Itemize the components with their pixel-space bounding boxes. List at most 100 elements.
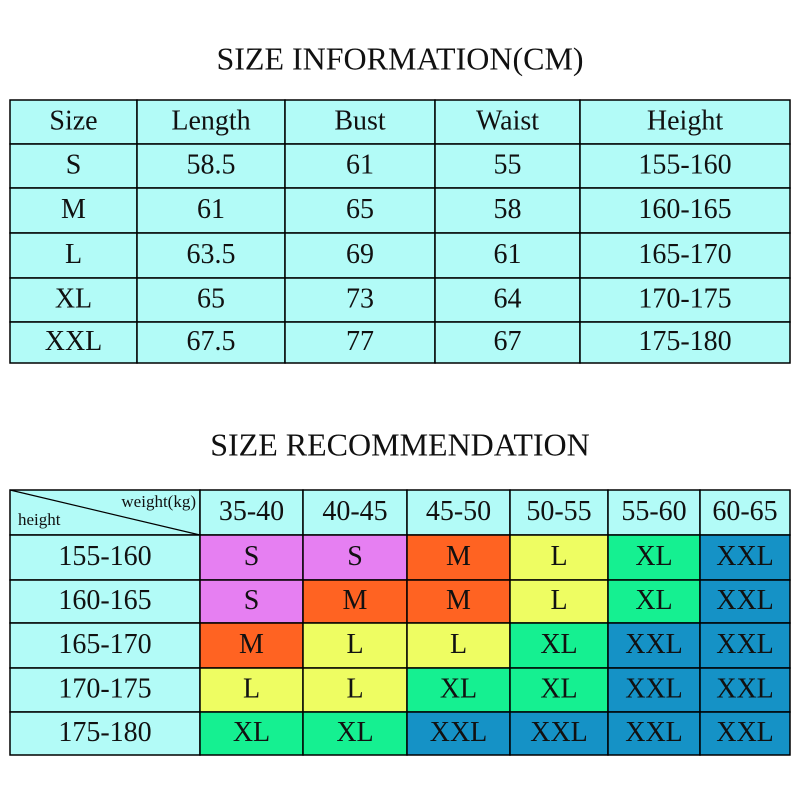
cell-text: XL	[635, 541, 672, 572]
cell-text: 35-40	[219, 496, 284, 527]
cell-text: 69	[346, 239, 374, 270]
table-cell	[434, 277, 581, 323]
table-cell	[699, 622, 791, 669]
table-cell	[199, 667, 304, 713]
cell-text: M	[239, 629, 264, 660]
cell-text: XL	[55, 283, 92, 314]
table-cell	[136, 99, 286, 145]
table-cell	[607, 711, 701, 756]
cell-text: 165-170	[638, 239, 731, 270]
cell-text: 65	[346, 194, 374, 225]
cell-text: 155-160	[58, 541, 151, 572]
cell-text: 165-170	[58, 629, 151, 660]
cell-text: 64	[494, 283, 522, 314]
cell-text: Length	[171, 105, 250, 136]
table-cell	[699, 579, 791, 624]
cell-text: XXL	[45, 326, 103, 357]
table-cell	[9, 579, 201, 624]
table-cell	[509, 711, 609, 756]
cell-text: 55	[494, 149, 522, 180]
cell-text: 67.5	[187, 326, 236, 357]
cell-text: Bust	[334, 105, 386, 136]
cell-text: Size	[49, 105, 97, 136]
cell-text: 60-65	[712, 496, 777, 527]
table-cell	[9, 321, 138, 364]
cell-text: 65	[197, 283, 225, 314]
table-cell	[9, 232, 138, 279]
cell-text: M	[343, 585, 368, 616]
cell-text: XL	[233, 717, 270, 748]
corner-label: height	[18, 510, 61, 529]
cell-text: Height	[647, 105, 723, 136]
cell-text: XXL	[716, 541, 774, 572]
table-cell	[699, 489, 791, 536]
cell-text: 45-50	[426, 496, 491, 527]
table-cell	[406, 534, 511, 581]
table-cell	[579, 321, 791, 364]
table-cell	[199, 711, 304, 756]
table-cell	[579, 143, 791, 189]
cell-text: L	[346, 629, 363, 660]
cell-text: M	[61, 194, 86, 225]
cell-text: 175-180	[58, 717, 151, 748]
table-cell	[284, 187, 436, 234]
cell-text: 160-165	[58, 585, 151, 616]
cell-text: 160-165	[638, 194, 731, 225]
table-cell	[302, 667, 408, 713]
cell-text: S	[244, 541, 260, 572]
table-cell	[9, 99, 138, 145]
table-cell	[434, 232, 581, 279]
cell-text: 170-175	[638, 283, 731, 314]
cell-text: 170-175	[58, 673, 151, 704]
table-cell	[302, 711, 408, 756]
table-cell	[699, 534, 791, 581]
table-cell	[406, 711, 511, 756]
corner-label: weight(kg)	[121, 492, 196, 511]
table-cell	[9, 711, 201, 756]
cell-text: Waist	[476, 105, 539, 136]
cell-text: 55-60	[621, 496, 686, 527]
table-cell	[607, 622, 701, 669]
table-cell	[406, 489, 511, 536]
cell-text: XXL	[716, 717, 774, 748]
table-cell	[9, 277, 138, 323]
corner-diagonal	[9, 489, 201, 536]
cell-text: L	[65, 239, 82, 270]
cell-text: 61	[494, 239, 522, 270]
cell-text: XL	[440, 673, 477, 704]
table-cell	[579, 277, 791, 323]
cell-text: XXL	[530, 717, 588, 748]
cell-text: XXL	[716, 673, 774, 704]
cell-text: L	[243, 673, 260, 704]
table-cell	[284, 143, 436, 189]
cell-text: XXL	[716, 629, 774, 660]
cell-text: 63.5	[187, 239, 236, 270]
cell-text: 58.5	[187, 149, 236, 180]
cell-text: S	[347, 541, 363, 572]
cell-text: XXL	[625, 673, 683, 704]
cell-text: 61	[197, 194, 225, 225]
cell-text: 50-55	[526, 496, 591, 527]
table-cell	[434, 321, 581, 364]
table-cell	[284, 99, 436, 145]
table-cell	[699, 667, 791, 713]
cell-text: S	[244, 585, 260, 616]
cell-text: 73	[346, 283, 374, 314]
cell-text: XXL	[430, 717, 488, 748]
cell-text: 61	[346, 149, 374, 180]
cell-text: L	[346, 673, 363, 704]
table-cell	[509, 489, 609, 536]
table-cell	[579, 187, 791, 234]
cell-text: 40-45	[322, 496, 387, 527]
table-cell	[284, 277, 436, 323]
table-cell	[302, 534, 408, 581]
table-cell	[302, 622, 408, 669]
table-cell	[136, 232, 286, 279]
cell-text: XL	[540, 673, 577, 704]
cell-text: 67	[494, 326, 522, 357]
table-title: SIZE INFORMATION(CM)	[216, 40, 583, 76]
cell-text: L	[550, 585, 567, 616]
table-cell	[406, 579, 511, 624]
table-cell	[434, 143, 581, 189]
